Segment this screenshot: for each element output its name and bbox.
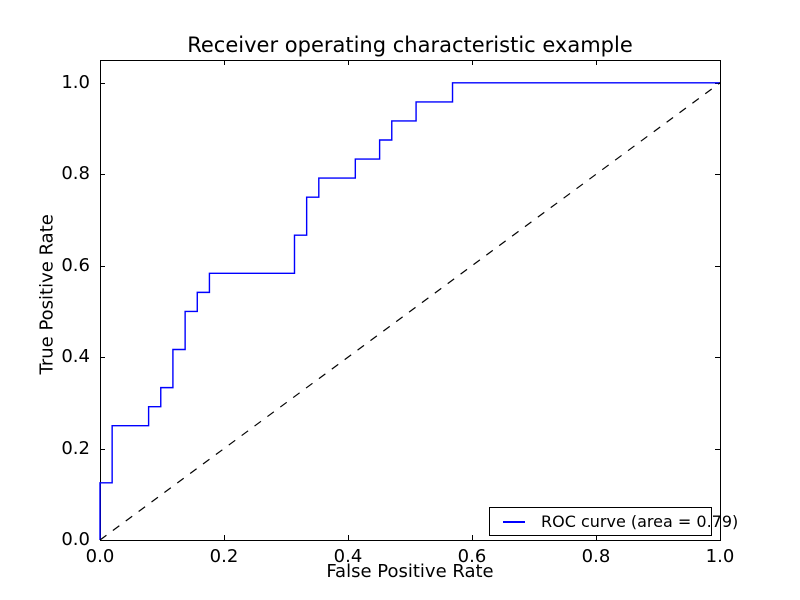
x-tick-label: 1.0 xyxy=(705,546,735,567)
x-tick-label: 0.2 xyxy=(209,546,239,567)
y-tick-label: 0.2 xyxy=(61,437,90,459)
y-tick-label: 0.8 xyxy=(61,163,90,185)
x-tick-label: 0.0 xyxy=(85,546,115,567)
roc-curve-line xyxy=(99,82,720,540)
x-axis-label: False Positive Rate xyxy=(326,561,494,582)
y-tick-label: 0.6 xyxy=(61,254,90,276)
chart-title: Receiver operating characteristic exampl… xyxy=(187,33,633,57)
x-tick-label: 0.4 xyxy=(333,546,363,567)
y-tick-label: 0.4 xyxy=(61,346,90,368)
y-tick-label: 1.0 xyxy=(61,71,90,93)
legend-box: ROC curve (area = 0.79) xyxy=(489,507,738,536)
legend-line-sample xyxy=(503,520,525,523)
x-tick-label: 0.8 xyxy=(581,546,611,567)
x-tick-label: 0.6 xyxy=(457,546,487,567)
y-tick-label: 0.0 xyxy=(61,529,90,550)
diagonal-reference-line xyxy=(99,82,721,541)
axes-frame xyxy=(100,60,721,541)
legend-label: ROC curve (area = 0.79) xyxy=(541,512,739,531)
